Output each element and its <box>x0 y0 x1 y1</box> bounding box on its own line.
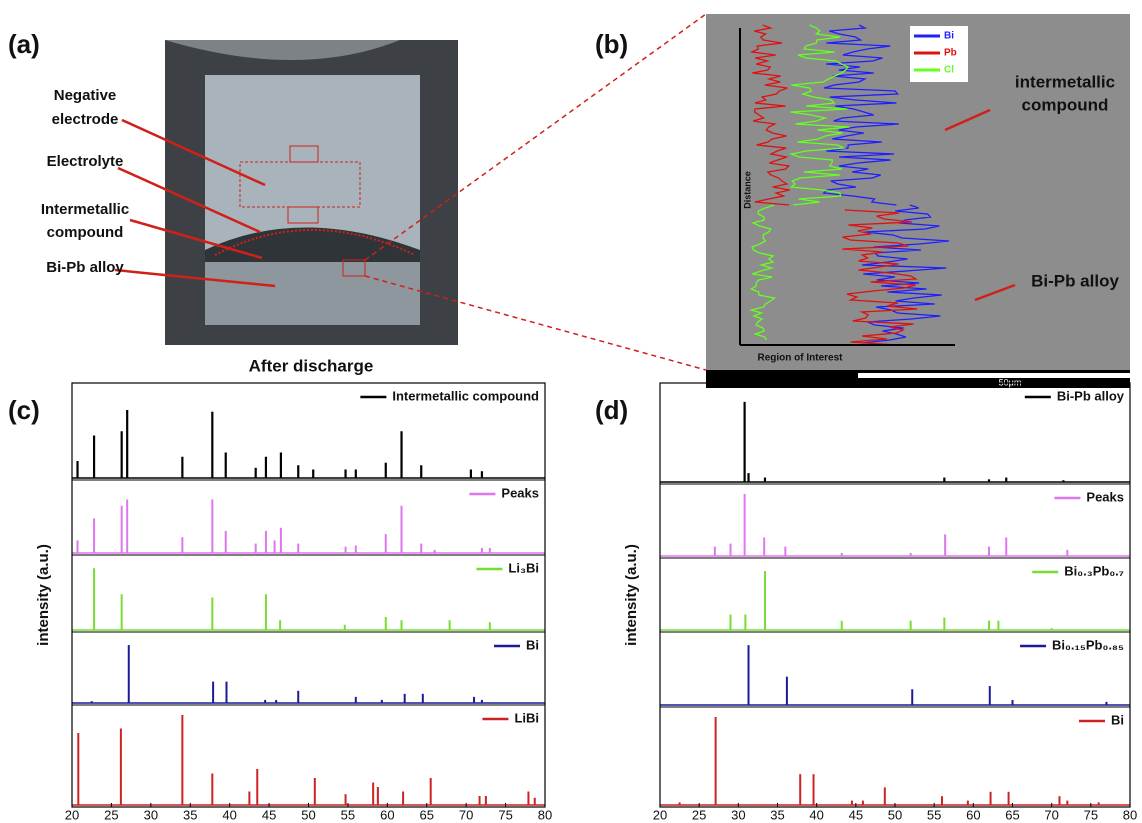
legend-label: Cl <box>944 65 954 76</box>
roi <box>342 259 366 277</box>
linescan <box>748 24 950 346</box>
plot-frame <box>659 382 1131 808</box>
legend-label: Intermetallic compound <box>392 388 539 403</box>
annotation: electrode <box>52 111 119 128</box>
annotation: Electrolyte <box>47 153 124 170</box>
x-tick-label: 80 <box>1123 807 1137 822</box>
x-tick-label: 50 <box>301 807 315 822</box>
boundary <box>214 229 416 256</box>
annotation: compound <box>1022 95 1109 114</box>
scale-text: 50μm <box>999 377 1022 387</box>
scan-line <box>749 24 791 206</box>
x-tick-label: 55 <box>341 807 355 822</box>
x-tick-label: 75 <box>1084 807 1098 822</box>
axis-label: Region of Interest <box>757 353 843 364</box>
x-tick-label: 45 <box>849 807 863 822</box>
legend-label: Bi <box>944 31 954 42</box>
legend-label: Peaks <box>1086 489 1124 504</box>
zoom-lines <box>364 13 707 371</box>
panel-label: (c) <box>8 395 40 425</box>
legend-label: Bi-Pb alloy <box>1057 388 1125 403</box>
scan-line <box>861 204 950 344</box>
x-tick-label: 35 <box>770 807 784 822</box>
annotation: intermetallic <box>1015 72 1115 91</box>
x-tick-label: 75 <box>498 807 512 822</box>
legend-label: Li₃Bi <box>508 560 539 575</box>
x-axis-label: 2 theta <box>871 822 920 823</box>
y-axis-label: intensity (a.u.) <box>623 544 640 646</box>
x-tick-label: 30 <box>144 807 158 822</box>
legend-label: Pb <box>944 48 957 59</box>
x-tick-label: 80 <box>538 807 552 822</box>
scale-bar-strip <box>706 370 1130 388</box>
legend-label: LiBi <box>514 710 539 725</box>
scan-line <box>822 24 899 206</box>
legend-label: Peaks <box>501 485 539 500</box>
legend: Bi Pb Cl <box>914 31 957 76</box>
x-tick-label: 60 <box>966 807 980 822</box>
x-tick-label: 50 <box>888 807 902 822</box>
axis-label: Distance <box>742 171 752 209</box>
x-tick-label: 70 <box>459 807 473 822</box>
x-tick-label: 20 <box>653 807 667 822</box>
roi <box>287 206 319 224</box>
x-tick-label: 60 <box>380 807 394 822</box>
x-tick-label: 20 <box>65 807 79 822</box>
scan-line <box>842 209 918 346</box>
annotation: Intermetallic <box>41 201 129 218</box>
x-tick-label: 25 <box>692 807 706 822</box>
x-tick-label: 65 <box>1005 807 1019 822</box>
x-tick-label: 35 <box>183 807 197 822</box>
caption: After discharge <box>249 356 374 375</box>
panel-label: (a) <box>8 29 40 59</box>
x-tick-label: 30 <box>731 807 745 822</box>
x-tick-label: 65 <box>420 807 434 822</box>
panel-label: (d) <box>595 395 628 425</box>
x-axis-label: 2 theta <box>284 822 333 823</box>
x-tick-label: 25 <box>104 807 118 822</box>
roi <box>289 145 319 163</box>
legend-label: Bi₀.₃Pb₀.₇ <box>1064 563 1124 578</box>
scan-line <box>748 204 776 341</box>
plot-frame <box>71 382 546 808</box>
x-tick-label: 70 <box>1044 807 1058 822</box>
legend-label: Bi₀.₁₅Pb₀.₈₅ <box>1052 637 1124 652</box>
scan-line <box>789 24 850 206</box>
annotation: Bi-Pb alloy <box>46 259 124 276</box>
y-axis-label: intensity (a.u.) <box>35 544 52 646</box>
annotation: Bi-Pb alloy <box>1031 271 1119 290</box>
x-tick-label: 45 <box>262 807 276 822</box>
legend-label: Bi <box>1111 712 1124 727</box>
x-tick-label: 40 <box>222 807 236 822</box>
pointers <box>114 118 276 288</box>
legend-label: Bi <box>526 637 539 652</box>
x-tick-label: 40 <box>809 807 823 822</box>
x-tick-label: 55 <box>927 807 941 822</box>
panel-label: (b) <box>595 29 628 59</box>
annotation: Negative <box>54 87 117 104</box>
pointers <box>944 108 1016 302</box>
photo-alloy <box>205 262 420 325</box>
scale-bar <box>858 373 1130 378</box>
annotation: compound <box>47 224 124 241</box>
